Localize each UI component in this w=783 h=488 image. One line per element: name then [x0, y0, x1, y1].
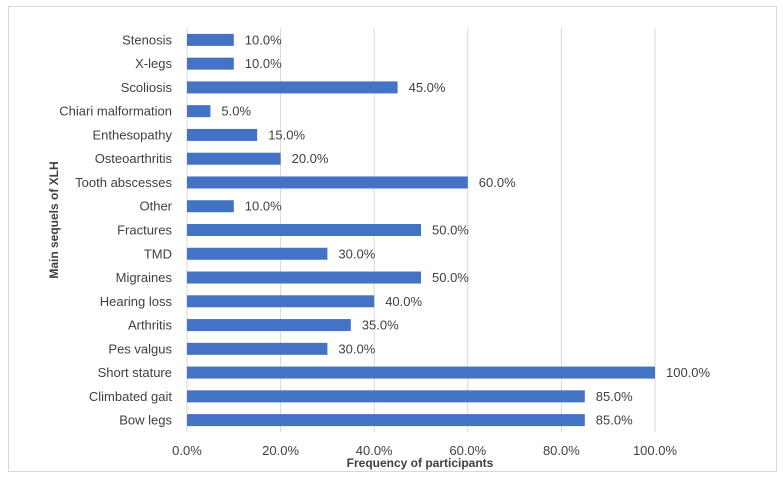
category-label: Osteoarthritis — [95, 151, 173, 166]
x-axis-title: Frequency of participants — [347, 456, 494, 470]
bar — [187, 105, 211, 118]
x-tick-labels: 0.0% 20.0% 40.0% 60.0% 80.0% 100.0% — [172, 443, 677, 458]
category-label: Other — [139, 199, 172, 214]
value-label: 35.0% — [362, 318, 399, 333]
bar — [187, 366, 655, 379]
category-label: Arthritis — [128, 318, 173, 333]
bar — [187, 152, 281, 165]
category-label: TMD — [144, 246, 172, 261]
y-axis-title: Main sequels of XLH — [47, 161, 61, 278]
bar — [187, 128, 258, 141]
value-label: 30.0% — [338, 246, 375, 261]
bar — [187, 33, 234, 46]
bar — [187, 224, 421, 236]
category-label: X-legs — [135, 56, 172, 71]
category-label: Enthesopathy — [92, 127, 172, 142]
category-label: Chiari malformation — [59, 104, 172, 119]
bar — [187, 200, 234, 213]
value-label: 20.0% — [292, 151, 329, 166]
value-label: 85.0% — [596, 389, 633, 404]
x-tick-label: 20.0% — [262, 443, 299, 458]
gridlines — [186, 28, 656, 432]
bar — [187, 390, 585, 403]
value-label: 5.0% — [221, 104, 251, 119]
category-label: Migraines — [116, 270, 173, 285]
bar — [187, 176, 468, 189]
value-label: 15.0% — [268, 127, 305, 142]
value-label: 45.0% — [409, 80, 446, 95]
bar — [187, 271, 421, 284]
category-labels: Stenosis X-legs Scoliosis Chiari malformati… — [59, 32, 172, 427]
value-label: 30.0% — [338, 341, 375, 356]
bar — [187, 57, 234, 70]
value-labels: 10.0% 10.0% 45.0% 5.0% 15.0% 20.0% 60.0% 10.0% 5… — [221, 32, 710, 427]
value-label: 50.0% — [432, 223, 469, 238]
x-tick-label: 60.0% — [449, 443, 486, 458]
bar — [187, 319, 351, 332]
value-label: 85.0% — [596, 413, 633, 428]
x-tick-label: 40.0% — [356, 443, 393, 458]
x-tick-label: 100.0% — [633, 443, 678, 458]
category-label: Short stature — [98, 365, 172, 380]
value-label: 50.0% — [432, 270, 469, 285]
category-label: Pes valgus — [108, 341, 172, 356]
value-label: 100.0% — [666, 365, 711, 380]
category-label: Hearing loss — [100, 294, 173, 309]
category-label: Climbated gait — [89, 389, 172, 404]
value-label: 60.0% — [479, 175, 516, 190]
x-tick-label: 80.0% — [543, 443, 580, 458]
bars — [187, 33, 655, 427]
category-label: Tooth abscesses — [75, 175, 172, 190]
bar — [187, 247, 328, 260]
bar — [187, 414, 585, 427]
category-label: Fractures — [117, 223, 172, 238]
category-label: Bow legs — [119, 413, 172, 428]
value-label: 10.0% — [245, 199, 282, 214]
category-label: Stenosis — [122, 32, 172, 47]
value-label: 10.0% — [245, 32, 282, 47]
value-label: 40.0% — [385, 294, 422, 309]
bar — [187, 81, 398, 94]
x-tick-label: 0.0% — [172, 443, 202, 458]
bar — [187, 295, 375, 308]
value-label: 10.0% — [245, 56, 282, 71]
bar — [187, 342, 328, 355]
category-label: Scoliosis — [121, 80, 173, 95]
